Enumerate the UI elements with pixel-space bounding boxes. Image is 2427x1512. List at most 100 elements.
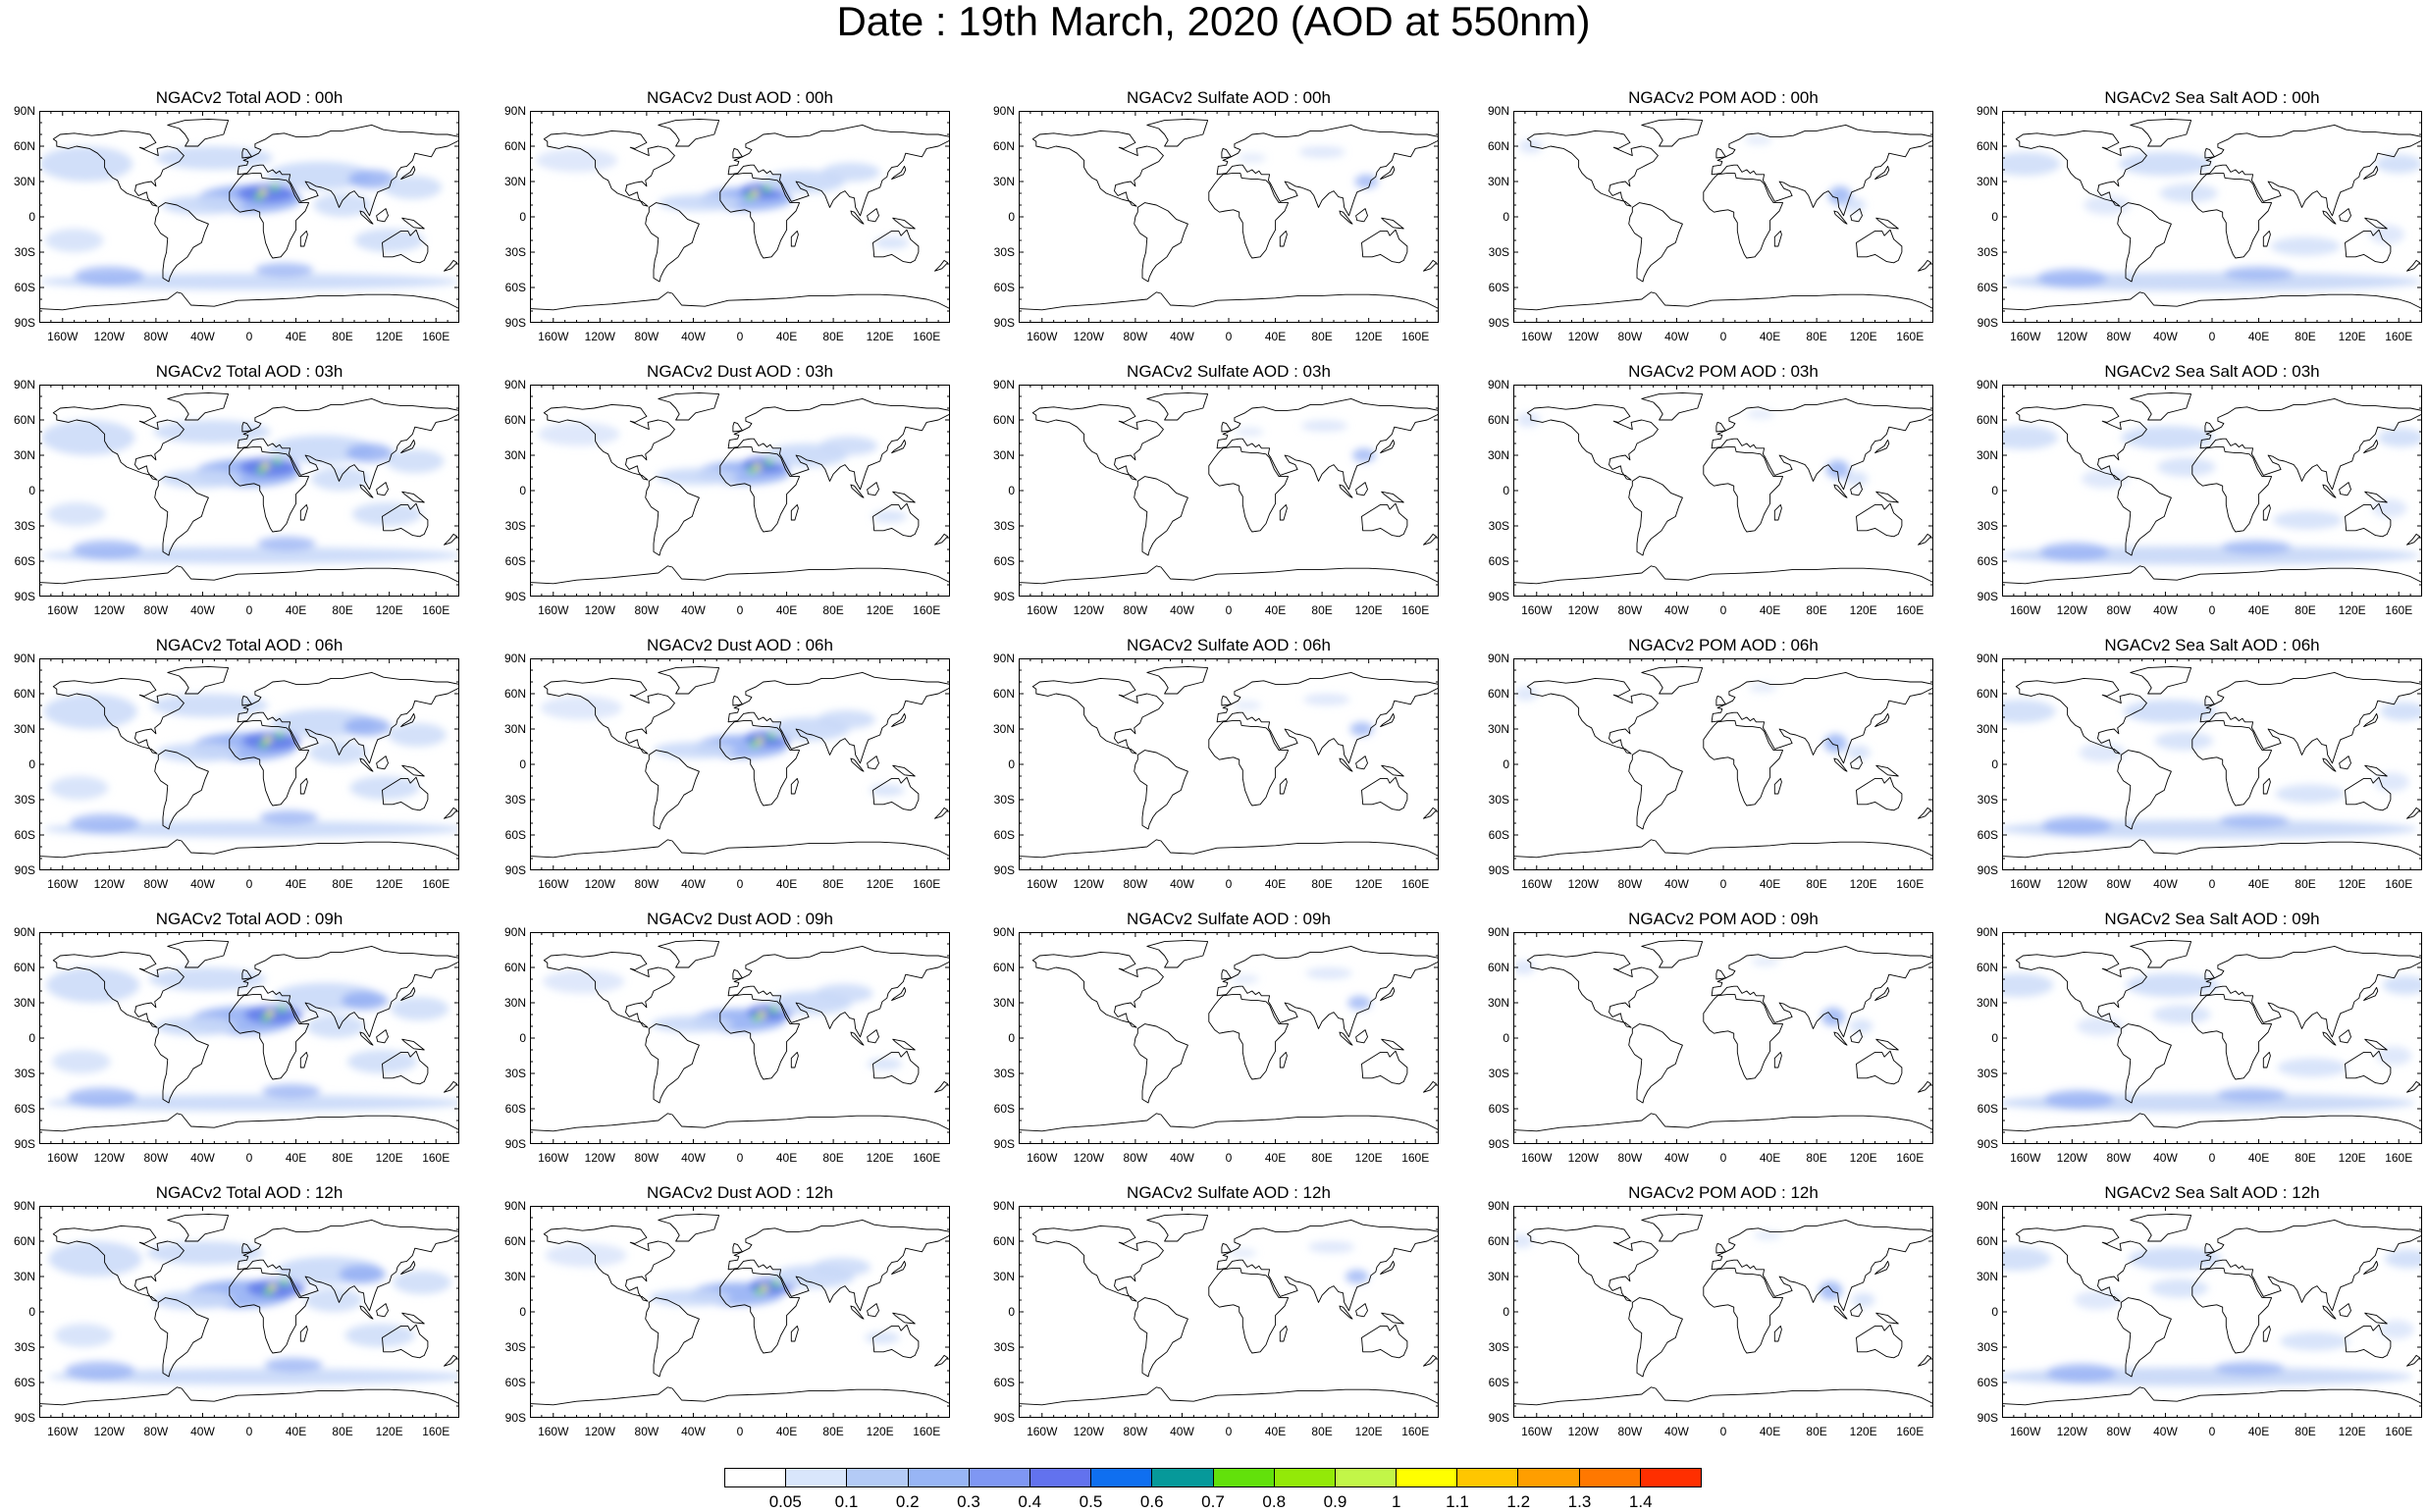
coastline-new-zealand — [1423, 807, 1438, 819]
aod-field — [1514, 683, 1871, 760]
world-map — [1019, 111, 1439, 323]
aod-blob — [2221, 540, 2292, 554]
aod-peak — [257, 467, 265, 474]
coastline-north-america — [2015, 130, 2147, 207]
coastline-australia — [1361, 1050, 1408, 1085]
lat-tick-label: 90S — [1488, 316, 1509, 330]
aod-blob — [154, 1017, 237, 1036]
aod-field — [48, 1241, 459, 1385]
lon-tick-label: 80E — [822, 1425, 844, 1438]
coastline-greenland — [658, 1213, 720, 1242]
coastline-japan — [2363, 1260, 2379, 1276]
lon-tick-label: 40W — [190, 877, 215, 891]
lon-tick-label: 80E — [332, 1425, 353, 1438]
lat-tick-label: 90N — [992, 652, 1015, 665]
lat-tick-label: 60N — [1976, 1234, 1998, 1248]
lon-tick-label: 80W — [634, 1151, 660, 1165]
coastline-uk — [1715, 147, 1726, 159]
aod-blob — [1753, 1230, 1782, 1240]
lat-tick-label: 0 — [1991, 757, 1998, 771]
coastline-antarctica — [1513, 291, 1933, 311]
lon-tick-label: 160E — [913, 1151, 941, 1165]
aod-field — [543, 969, 903, 1070]
aod-blob — [1513, 1233, 1534, 1249]
aod-blob — [52, 1050, 111, 1073]
coastline-antarctica — [2002, 1113, 2422, 1132]
lon-tick-label: 160W — [1027, 877, 1058, 891]
lat-tick-label: 60N — [503, 139, 526, 153]
coastline-uk — [2204, 421, 2215, 433]
coastline-africa — [719, 720, 801, 807]
lon-tick-label: 0 — [2208, 877, 2216, 891]
coastline-eurasia — [237, 671, 459, 764]
lon-tick-label: 160E — [1401, 877, 1430, 891]
map-ticks — [2002, 932, 2422, 1144]
aod-blob — [46, 967, 140, 1003]
lat-tick-label: 60S — [504, 281, 526, 294]
lon-tick-label: 0 — [1225, 1425, 1233, 1438]
lat-tick-label: 30N — [503, 448, 526, 462]
lon-tick-label: 40E — [285, 603, 307, 617]
aod-peak — [769, 1007, 777, 1014]
coastlines — [1513, 665, 1933, 859]
panel-title: NGACv2 Sea Salt AOD : 12h — [2104, 1183, 2320, 1202]
coastline-africa — [229, 173, 310, 259]
coastline-indonesia-sumatra — [850, 484, 865, 498]
lon-tick-label: 160W — [2010, 1151, 2041, 1165]
lat-tick-label: 60S — [504, 1102, 526, 1116]
coastline-eurasia — [727, 1219, 950, 1312]
lat-tick-label: 90S — [1977, 1411, 1998, 1425]
coastline-greenland — [1641, 391, 1704, 421]
aod-blob — [1347, 995, 1372, 1011]
panel-title: NGACv2 Dust AOD : 00h — [647, 88, 833, 107]
coastline-eurasia — [2199, 1219, 2422, 1312]
colorbar-label: 1.2 — [1506, 1492, 1531, 1511]
colorbar-swatch — [1029, 1469, 1092, 1486]
coastline-new-zealand — [444, 533, 458, 546]
coastline-greenland — [2130, 118, 2192, 147]
lon-tick-label: 40W — [681, 330, 706, 343]
lon-tick-label: 160E — [422, 1425, 450, 1438]
colorbar-label: 1.1 — [1446, 1492, 1469, 1511]
coastline-uk — [241, 968, 252, 980]
coastline-australia — [872, 229, 920, 264]
lon-tick-label: 120E — [1849, 877, 1877, 891]
coastline-south-america — [1134, 1023, 1188, 1104]
lon-tick-label: 40E — [775, 603, 798, 617]
aod-blob — [2275, 784, 2346, 804]
lat-tick-label: 30N — [13, 722, 35, 736]
coastline-indonesia-sumatra — [2322, 757, 2337, 772]
lat-tick-label: 30N — [1487, 1270, 1509, 1283]
map-panel-seasalt-3: NGACv2 Sea Salt AOD : 09h 90N 60N 30N 0 30S 60… — [1963, 910, 2427, 1173]
coastline-antarctica — [530, 1386, 950, 1406]
lon-tick-label: 120E — [2338, 603, 2366, 617]
lat-tick-label: 0 — [519, 1031, 526, 1045]
lon-tick-label: 80E — [822, 877, 844, 891]
aod-blob — [1345, 1269, 1369, 1284]
coastline-north-america — [1526, 677, 1659, 755]
coastline-eurasia — [1711, 124, 1933, 217]
lon-tick-label: 40W — [190, 1425, 215, 1438]
coastlines — [1019, 939, 1439, 1132]
colorbar-swatch — [725, 1469, 787, 1486]
aod-field — [540, 696, 905, 797]
coastline-new-zealand — [1918, 259, 1932, 272]
aod-blob — [2118, 152, 2212, 176]
map-ticks — [2002, 385, 2422, 597]
aod-blob — [658, 194, 740, 211]
lon-tick-label: 0 — [1719, 877, 1727, 891]
lon-tick-label: 0 — [2208, 603, 2216, 617]
panel-title: NGACv2 Total AOD : 00h — [155, 88, 343, 107]
lon-tick-label: 80W — [1617, 1151, 1643, 1165]
lon-tick-label: 80W — [634, 877, 660, 891]
lon-tick-label: 40E — [1759, 330, 1781, 343]
coastline-new-zealand — [444, 1080, 458, 1093]
lon-tick-label: 120E — [866, 1151, 894, 1165]
coastline-indonesia-sumatra — [1833, 210, 1848, 225]
aod-blob — [1303, 694, 1350, 705]
coastline-south-america — [1628, 202, 1683, 283]
aod-blob — [153, 420, 271, 443]
lat-tick-label: 60S — [1977, 554, 1998, 568]
lat-tick-label: 60N — [1976, 413, 1998, 427]
coastline-north-america — [543, 403, 675, 481]
